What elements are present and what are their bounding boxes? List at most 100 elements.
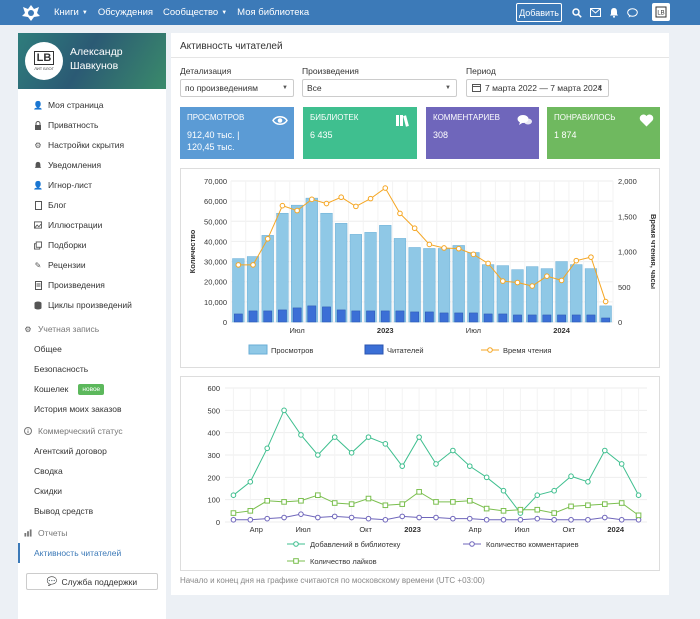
y-tick-label: 20,000 [204, 278, 227, 287]
series-point [450, 499, 456, 505]
sidebar: LB ЛИТ БЛОГ Александр Шавкунов 👤 Моя стра… [18, 33, 166, 619]
period-picker[interactable]: 7 марта 2022 — 7 марта 2024 ▼ [466, 79, 609, 97]
series-point [365, 434, 372, 440]
legend-swatch-readers [364, 344, 384, 355]
sidebar-item-hide-settings[interactable]: ⚙ Настройки скрытия [34, 140, 125, 150]
series-point [602, 514, 608, 521]
point-reading-time [264, 236, 271, 242]
sidebar-item-ignore-list[interactable]: 👤 Игнор-лист [33, 180, 93, 190]
stat-card-likes: ПОНРАВИЛОСЬ 1 874 [547, 107, 660, 159]
series-point [399, 513, 406, 520]
copy-icon [34, 241, 42, 249]
y-axis-label: Количество [188, 229, 197, 273]
sidebar-item-notifications[interactable]: Уведомления [18, 155, 166, 175]
sidebar-item-general[interactable]: Общее [34, 344, 62, 354]
bar-readers [336, 309, 346, 323]
point-reading-time [338, 194, 344, 201]
bell-icon[interactable] [607, 6, 620, 19]
sidebar-item-summary[interactable]: Сводка [34, 466, 63, 476]
series-point [331, 513, 338, 520]
sidebar-item-my-page[interactable]: 👤 Моя страница [33, 100, 104, 110]
series-point [534, 492, 541, 498]
site-logo-icon[interactable] [20, 3, 42, 23]
bar-readers [557, 314, 566, 323]
sidebar-item-order-history[interactable]: История моих заказов [34, 404, 122, 414]
user-avatar[interactable]: LB [652, 3, 670, 21]
sidebar-item-wallet[interactable]: Кошелек новое [18, 379, 166, 399]
bar-views [511, 269, 524, 323]
y2-tick-label: 500 [618, 283, 631, 292]
y2-tick-label: 2,000 [618, 177, 637, 186]
sidebar-item-privacy[interactable]: Приватность [18, 115, 166, 135]
sidebar-item-illustrations[interactable]: Иллюстрации [18, 215, 166, 235]
point-reading-time [455, 245, 462, 252]
nav-community[interactable]: Сообщество ▼ [163, 7, 228, 18]
y-tick-label: 100 [207, 496, 220, 505]
series-point [551, 487, 557, 494]
bar-readers [351, 310, 361, 323]
series-point [618, 461, 625, 467]
profile-name[interactable]: Александр Шавкунов [70, 46, 123, 72]
sidebar-item-works[interactable]: Произведения [18, 275, 166, 295]
bar-readers [307, 305, 317, 323]
bar-readers [424, 311, 434, 323]
y-tick-label: 60,000 [204, 197, 227, 206]
bar-readers [248, 310, 258, 323]
sidebar-item-agency-contract[interactable]: Агентский договор [34, 446, 107, 456]
series-point [602, 447, 608, 454]
series-point [247, 508, 254, 514]
gear-icon: ⚙ [34, 140, 42, 150]
chevron-down-icon: ▼ [282, 85, 288, 91]
status-badge: новое [78, 383, 105, 395]
point-reading-time [514, 279, 521, 286]
nav-books[interactable]: Книги ▼ [54, 7, 88, 18]
y2-tick-label: 1,000 [618, 248, 637, 257]
bar-readers [454, 312, 464, 323]
sidebar-item-withdrawal[interactable]: Вывод средств [34, 506, 94, 516]
bar-views [452, 245, 465, 323]
works-select[interactable]: Все ▼ [302, 79, 457, 97]
series-point [315, 514, 321, 521]
sidebar-item-series[interactable]: Циклы произведений [18, 295, 166, 315]
support-button[interactable]: 💬 Служба поддержки [26, 573, 158, 590]
series-point [365, 495, 372, 502]
x-tick-label: Окт [563, 525, 576, 534]
nav-discussions[interactable]: Обсуждения [97, 7, 154, 18]
series-point [416, 514, 422, 521]
sidebar-item-blog[interactable]: Блог [18, 195, 166, 215]
point-reading-time [279, 202, 286, 209]
series-point [247, 479, 254, 485]
add-button[interactable]: Добавить [516, 3, 562, 22]
series-point [281, 499, 287, 505]
sidebar-item-reviews[interactable]: ✎ Рецензии [34, 260, 86, 270]
bar-readers [410, 311, 420, 323]
chat-icon[interactable] [626, 6, 639, 19]
books-icon [395, 113, 411, 127]
bar-readers [571, 314, 581, 323]
detail-select[interactable]: по произведениям ▼ [180, 79, 294, 97]
series-point [331, 500, 338, 506]
series-point [433, 514, 439, 521]
point-reading-time [485, 260, 491, 267]
sidebar-item-security[interactable]: Безопасность [34, 364, 89, 374]
eye-icon [272, 113, 288, 127]
bar-views [364, 232, 377, 323]
bar-readers [263, 310, 273, 323]
y-tick-label: 500 [207, 406, 220, 415]
series-point [399, 501, 406, 507]
point-reading-time [500, 278, 506, 284]
series-point [551, 516, 557, 523]
nav-my-library[interactable]: Моя библиотека [237, 7, 310, 18]
sidebar-item-discounts[interactable]: Скидки [34, 486, 63, 496]
mail-icon[interactable] [589, 6, 602, 19]
sidebar-item-collections[interactable]: Подборки [18, 235, 166, 255]
document-icon [34, 200, 42, 210]
chat-icon: 💬 [46, 576, 58, 586]
comments-icon [517, 113, 533, 127]
sidebar-item-reader-activity[interactable]: Активность читателей [18, 543, 166, 563]
search-icon[interactable] [570, 6, 583, 19]
series-point [500, 487, 507, 494]
legend-marker-likes [293, 558, 299, 564]
point-reading-time [250, 262, 256, 268]
avatar[interactable]: LB ЛИТ БЛОГ [25, 42, 63, 80]
